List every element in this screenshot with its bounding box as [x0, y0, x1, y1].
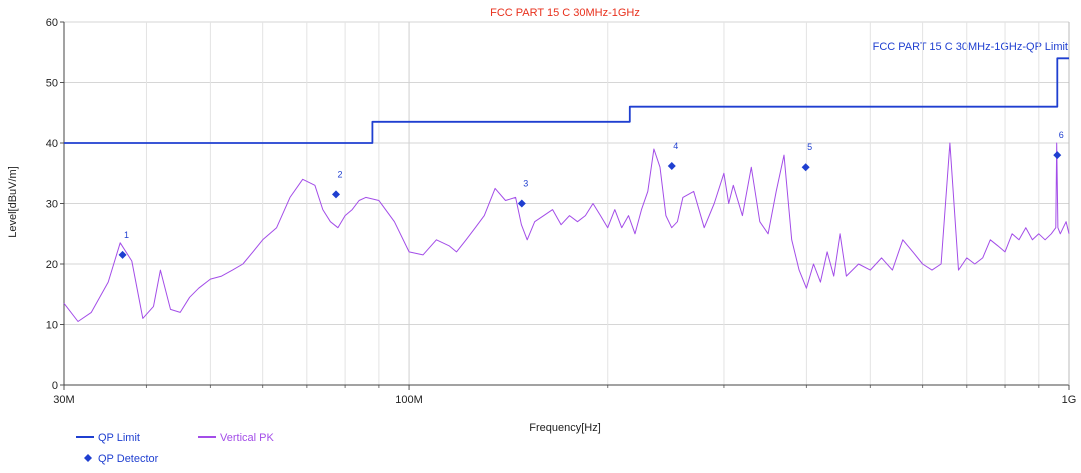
qp-detector-point [1053, 151, 1062, 160]
series-layer [63, 57, 1070, 322]
limit-line-label: FCC PART 15 C 30MHz-1GHz-QP Limit [873, 41, 1068, 53]
x-tick-label: 100M [395, 394, 423, 406]
y-axis-title: Level[dBuV/m] [7, 166, 19, 238]
peak-number-label: 3 [523, 179, 528, 189]
x-tick-label: 1G [1062, 394, 1077, 406]
peak-number-label: 1 [124, 230, 129, 240]
y-tick-label: 10 [46, 320, 58, 332]
qp-detector-point [801, 163, 810, 172]
peak-number-label: 2 [338, 169, 343, 179]
qp-detector-point [332, 190, 341, 199]
legend-label: Vertical PK [220, 432, 274, 444]
legend: QP Limit Vertical PK QP Detector [76, 432, 274, 465]
y-tick-label: 40 [46, 138, 58, 150]
y-tick-label: 30 [46, 199, 58, 211]
x-tick-labels: 30M 100M 1G [53, 394, 1076, 406]
peak-number-label: 4 [673, 141, 678, 151]
vertical-pk-line [63, 142, 1070, 322]
legend-label: QP Limit [98, 432, 140, 444]
y-tick-label: 0 [52, 380, 58, 392]
grid [63, 21, 1070, 386]
qp-detector-point [118, 250, 127, 259]
y-tick-label: 20 [46, 259, 58, 271]
legend-swatch [84, 454, 92, 462]
y-tick-label: 60 [46, 17, 58, 29]
legend-label: QP Detector [98, 453, 159, 465]
x-axis-title: Frequency[Hz] [529, 422, 601, 434]
chart-title: FCC PART 15 C 30MHz-1GHz [490, 7, 640, 19]
peak-number-label: 5 [807, 142, 812, 152]
qp-detector-point [667, 161, 676, 170]
qp-detector-point [517, 199, 526, 208]
x-tick-label: 30M [53, 394, 74, 406]
y-tick-label: 50 [46, 78, 58, 90]
axes [60, 21, 1070, 390]
y-tick-labels: 0 10 20 30 40 50 60 [46, 17, 58, 392]
qp-limit-line [64, 57, 1069, 144]
peak-number-label: 6 [1059, 130, 1064, 140]
marker-layer: 1 2 3 4 5 6 [118, 130, 1064, 259]
